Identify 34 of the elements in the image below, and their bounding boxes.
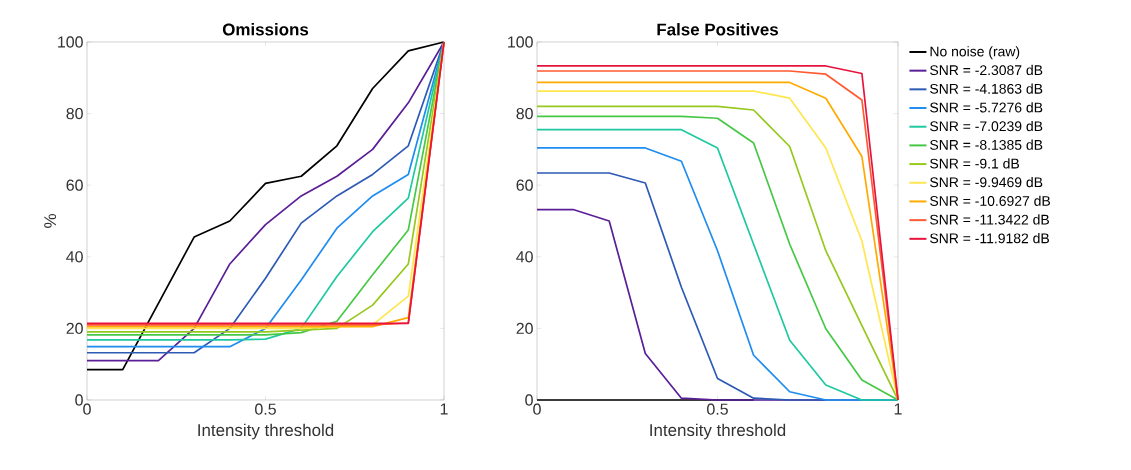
legend-label: No noise (raw) <box>930 46 1020 60</box>
legend-label: SNR = -10.6927 dB <box>930 195 1051 206</box>
x-tick-label: 1 <box>894 403 902 415</box>
chart-title: False Positives <box>657 23 778 36</box>
x-tick-label: 0.5 <box>255 403 276 415</box>
x-tick-label: 1 <box>440 403 448 415</box>
y-tick-label: 20 <box>516 322 533 335</box>
y-tick-label: 100 <box>58 36 83 48</box>
y-tick-label: 20 <box>66 322 83 335</box>
y-axis-title: % <box>44 214 57 228</box>
x-axis-title: Intensity threshold <box>650 423 786 440</box>
y-tick-label: 0 <box>525 394 533 406</box>
y-tick-label: 80 <box>66 107 83 120</box>
legend-label: SNR = -8.1385 dB <box>930 139 1043 150</box>
x-tick-label: 0 <box>533 403 541 415</box>
y-tick-label: 60 <box>66 179 83 191</box>
y-tick-label: 80 <box>516 107 533 120</box>
legend-label: SNR = -11.3422 dB <box>930 214 1049 225</box>
legend-label: SNR = -2.3087 dB <box>930 64 1043 76</box>
legend-label: SNR = -9.9469 dB <box>930 176 1043 188</box>
y-tick-label: 60 <box>516 179 533 191</box>
x-axis-title: Intensity threshold <box>198 423 334 440</box>
y-tick-label: 0 <box>75 394 83 406</box>
legend-label: SNR = -9.1 dB <box>930 158 1019 169</box>
legend-label: SNR = -5.7276 dB <box>930 102 1043 113</box>
y-tick-label: 40 <box>66 251 83 263</box>
legend-label: SNR = -7.0239 dB <box>930 120 1043 132</box>
y-tick-label: 40 <box>516 251 533 263</box>
chart-title: Omissions <box>222 23 309 36</box>
x-tick-label: 0 <box>83 403 91 415</box>
legend-label: SNR = -11.9182 dB <box>930 233 1049 244</box>
x-tick-label: 0.5 <box>707 403 728 415</box>
y-tick-label: 100 <box>508 36 533 48</box>
legend-label: SNR = -4.1863 dB <box>930 83 1043 94</box>
